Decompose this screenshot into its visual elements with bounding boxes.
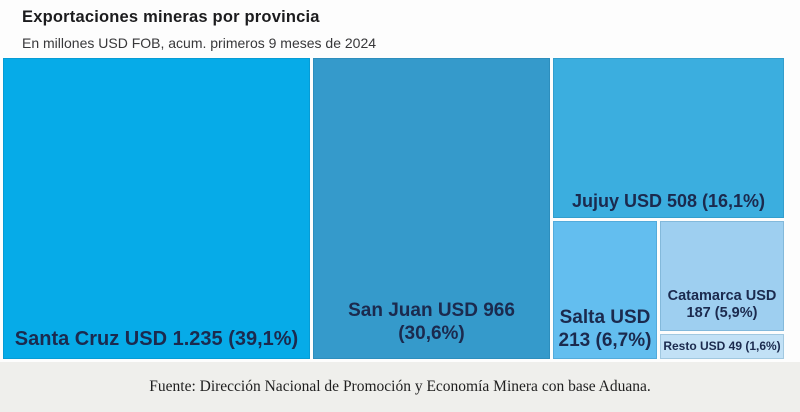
treemap-tile-jujuy[interactable]: Jujuy USD 508 (16,1%) (553, 58, 784, 218)
tile-label: Resto USD 49 (1,6%) (663, 339, 781, 354)
tile-label: Jujuy USD 508 (16,1%) (571, 190, 766, 211)
tile-label: Catamarca USD (667, 287, 777, 304)
tile-label: Santa Cruz USD 1.235 (39,1%) (14, 328, 299, 351)
chart-footer: Fuente: Dirección Nacional de Promoción … (0, 362, 800, 412)
treemap-tile-santa-cruz[interactable]: Santa Cruz USD 1.235 (39,1%) (3, 58, 310, 359)
treemap-chart: Santa Cruz USD 1.235 (39,1%) San Juan US… (3, 58, 784, 359)
tile-label-line2: (30,6%) (398, 322, 465, 344)
tile-label: San Juan USD 966 (348, 300, 515, 322)
chart-header: Exportaciones mineras por provincia En m… (22, 8, 782, 51)
treemap-tile-resto[interactable]: Resto USD 49 (1,6%) (660, 334, 784, 359)
source-attribution: Fuente: Dirección Nacional de Promoción … (149, 378, 651, 395)
treemap-tile-catamarca[interactable]: Catamarca USD 187 (5,9%) (660, 221, 784, 331)
treemap-tile-san-juan[interactable]: San Juan USD 966 (30,6%) (313, 58, 550, 359)
tile-label-line2: 213 (6,7%) (558, 329, 652, 351)
chart-subtitle: En millones USD FOB, acum. primeros 9 me… (22, 35, 377, 51)
tile-label: Salta USD (559, 307, 651, 329)
tile-label-line2: 187 (5,9%) (686, 304, 758, 321)
treemap-tile-salta[interactable]: Salta USD 213 (6,7%) (553, 221, 657, 359)
chart-title: Exportaciones mineras por provincia (22, 8, 320, 26)
